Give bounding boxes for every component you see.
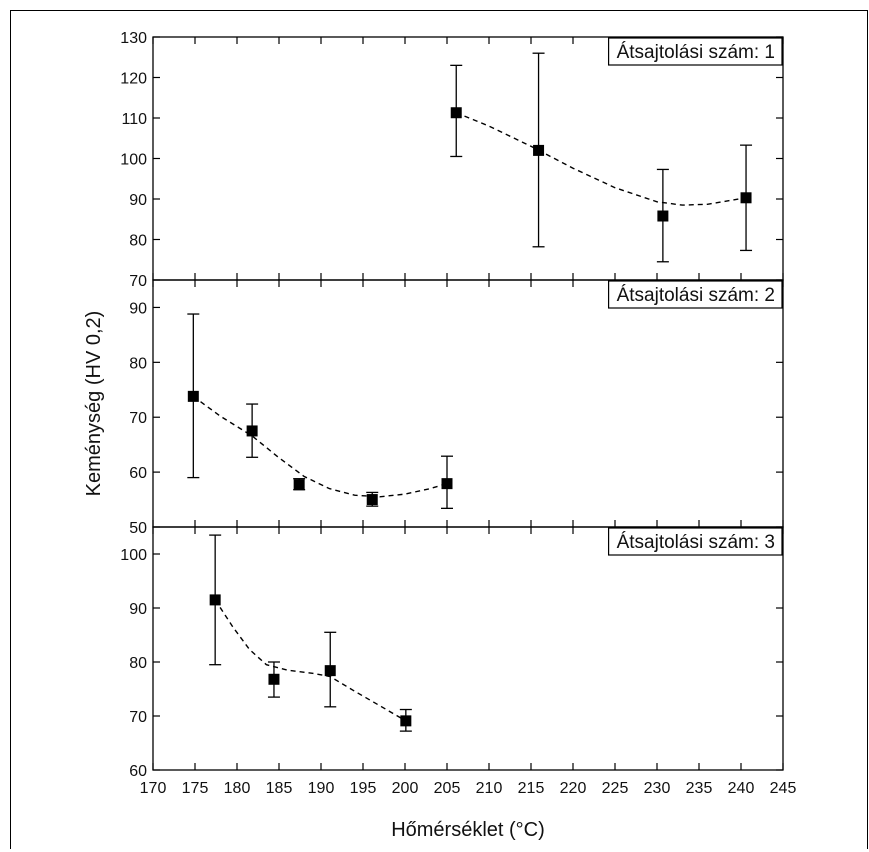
data-point [268,673,280,685]
x-axis-title: Hőmérséklet (°C) [391,819,545,841]
fit-curve [214,599,407,722]
y-tick-label: 70 [129,709,147,726]
y-tick-label: 110 [121,111,147,128]
panel-label-box [607,37,783,66]
data-point [400,715,412,727]
y-tick-label: 90 [129,300,147,317]
y-tick-label: 90 [129,192,147,209]
panel-label-box [607,280,783,309]
panel-label-box [607,527,783,556]
y-tick-label: 130 [120,30,147,47]
y-tick-label: 70 [129,410,147,427]
x-tick-label: 195 [350,780,377,797]
figure-frame [10,10,868,849]
data-point [657,210,669,222]
x-tick-label: 175 [182,780,209,797]
x-tick-label: 190 [308,780,335,797]
fit-curve [192,395,448,498]
panel-label: Átsajtolási szám: 2 [617,285,775,306]
y-tick-label: 80 [129,355,147,372]
y-tick-label: 100 [120,547,147,564]
data-point [533,144,545,156]
x-tick-label: 180 [224,780,251,797]
x-tick-label: 170 [140,780,167,797]
y-tick-label: 60 [129,763,147,780]
panel-2: 50 60 70 80 90 Átsajtolási szám: 2 [129,279,784,537]
panel-label: Átsajtolási szám: 3 [617,532,775,553]
y-tick-label: 100 [120,152,147,169]
y-tick-label: 60 [129,465,147,482]
y-tick-label: 90 [129,601,147,618]
data-point [324,665,336,677]
data-point [366,494,378,506]
panel-label: Átsajtolási szám: 1 [617,42,775,63]
x-tick-label: 200 [392,780,419,797]
panel-3: 60 70 80 90 100 Átsajtolási szám: 3 [120,526,784,780]
y-tick-label: 70 [129,273,147,290]
x-tick-label: 185 [266,780,293,797]
x-tick-label: 215 [518,780,545,797]
plot-area-border [152,526,784,771]
x-tick-label: 240 [728,780,755,797]
x-tick-label: 225 [602,780,629,797]
data-point [740,192,752,204]
x-axis: 170 175 180 185 190 195 200 205 210 215 220 225 230 2… [140,780,797,797]
y-tick-label: 50 [129,520,147,537]
data-point [441,478,453,490]
y-tick-label: 80 [129,655,147,672]
x-tick-label: 205 [434,780,461,797]
data-point [209,594,221,606]
fit-curve [455,112,747,206]
x-tick-label: 235 [686,780,713,797]
plot-area-border [152,36,784,281]
x-tick-label: 230 [644,780,671,797]
data-point [293,479,305,491]
x-tick-label: 210 [476,780,503,797]
data-point [246,425,258,437]
y-axis-title: Keménység (HV 0,2) [83,311,105,497]
y-tick-label: 120 [120,71,147,88]
x-tick-label: 245 [770,780,797,797]
y-tick-label: 80 [129,233,147,250]
data-point [450,107,462,119]
panel-1: 70 80 90 100 110 120 130 Átsajtolási szám: 1 [120,30,784,290]
x-tick-label: 220 [560,780,587,797]
data-point [187,390,199,402]
